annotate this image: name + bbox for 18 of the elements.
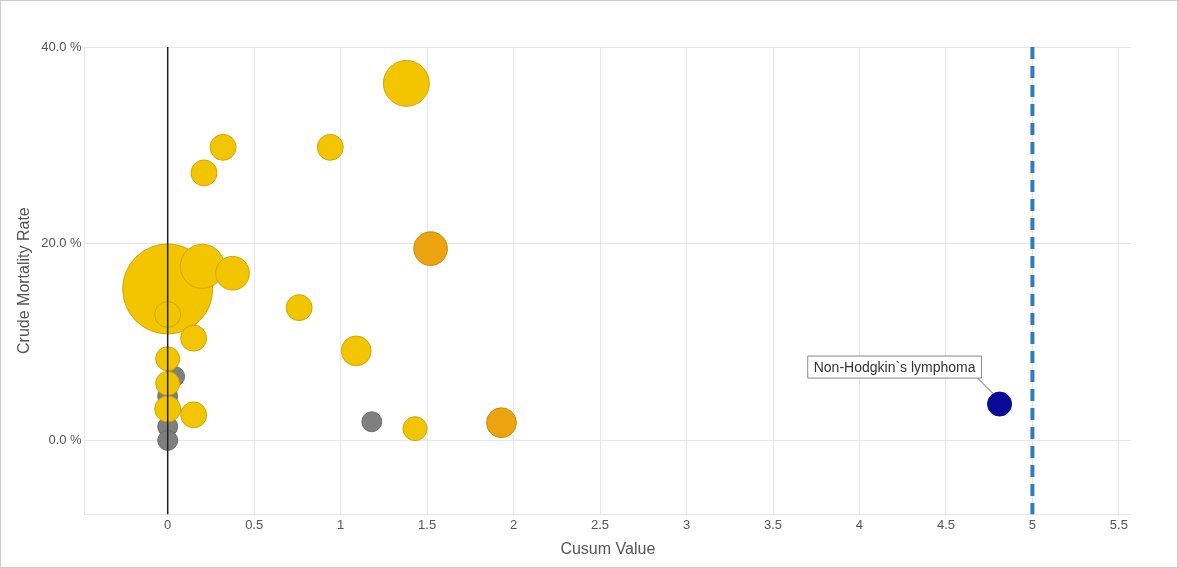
x-tick-label: 4 [855,516,864,532]
x-tick-label: 3 [682,516,691,532]
x-tick-label: 4.5 [936,516,955,532]
annotation: Non-Hodgkin`s lymphoma [813,358,976,375]
y-tick-label: 40.0 % [41,38,83,54]
x-tick-label: 5 [1028,516,1037,532]
x-tick-label: 3.5 [763,516,783,532]
x-tick-label: 5.5 [1109,516,1128,532]
y-tick-label: 20.0 % [41,235,83,251]
x-tick-label: 1 [337,516,345,532]
x-tick-label: 2.5 [591,516,610,532]
x-tick-label: 0 [164,516,172,532]
x-tick-label: 2 [509,516,518,532]
x-tick-label: 0.5 [245,516,264,532]
y-axis-title: Crude Mortality Rate [15,207,33,354]
y-tick-label: 0.0 % [48,432,83,448]
x-axis-title: Cusum Value [560,539,656,557]
x-tick-label: 1.5 [418,516,437,532]
